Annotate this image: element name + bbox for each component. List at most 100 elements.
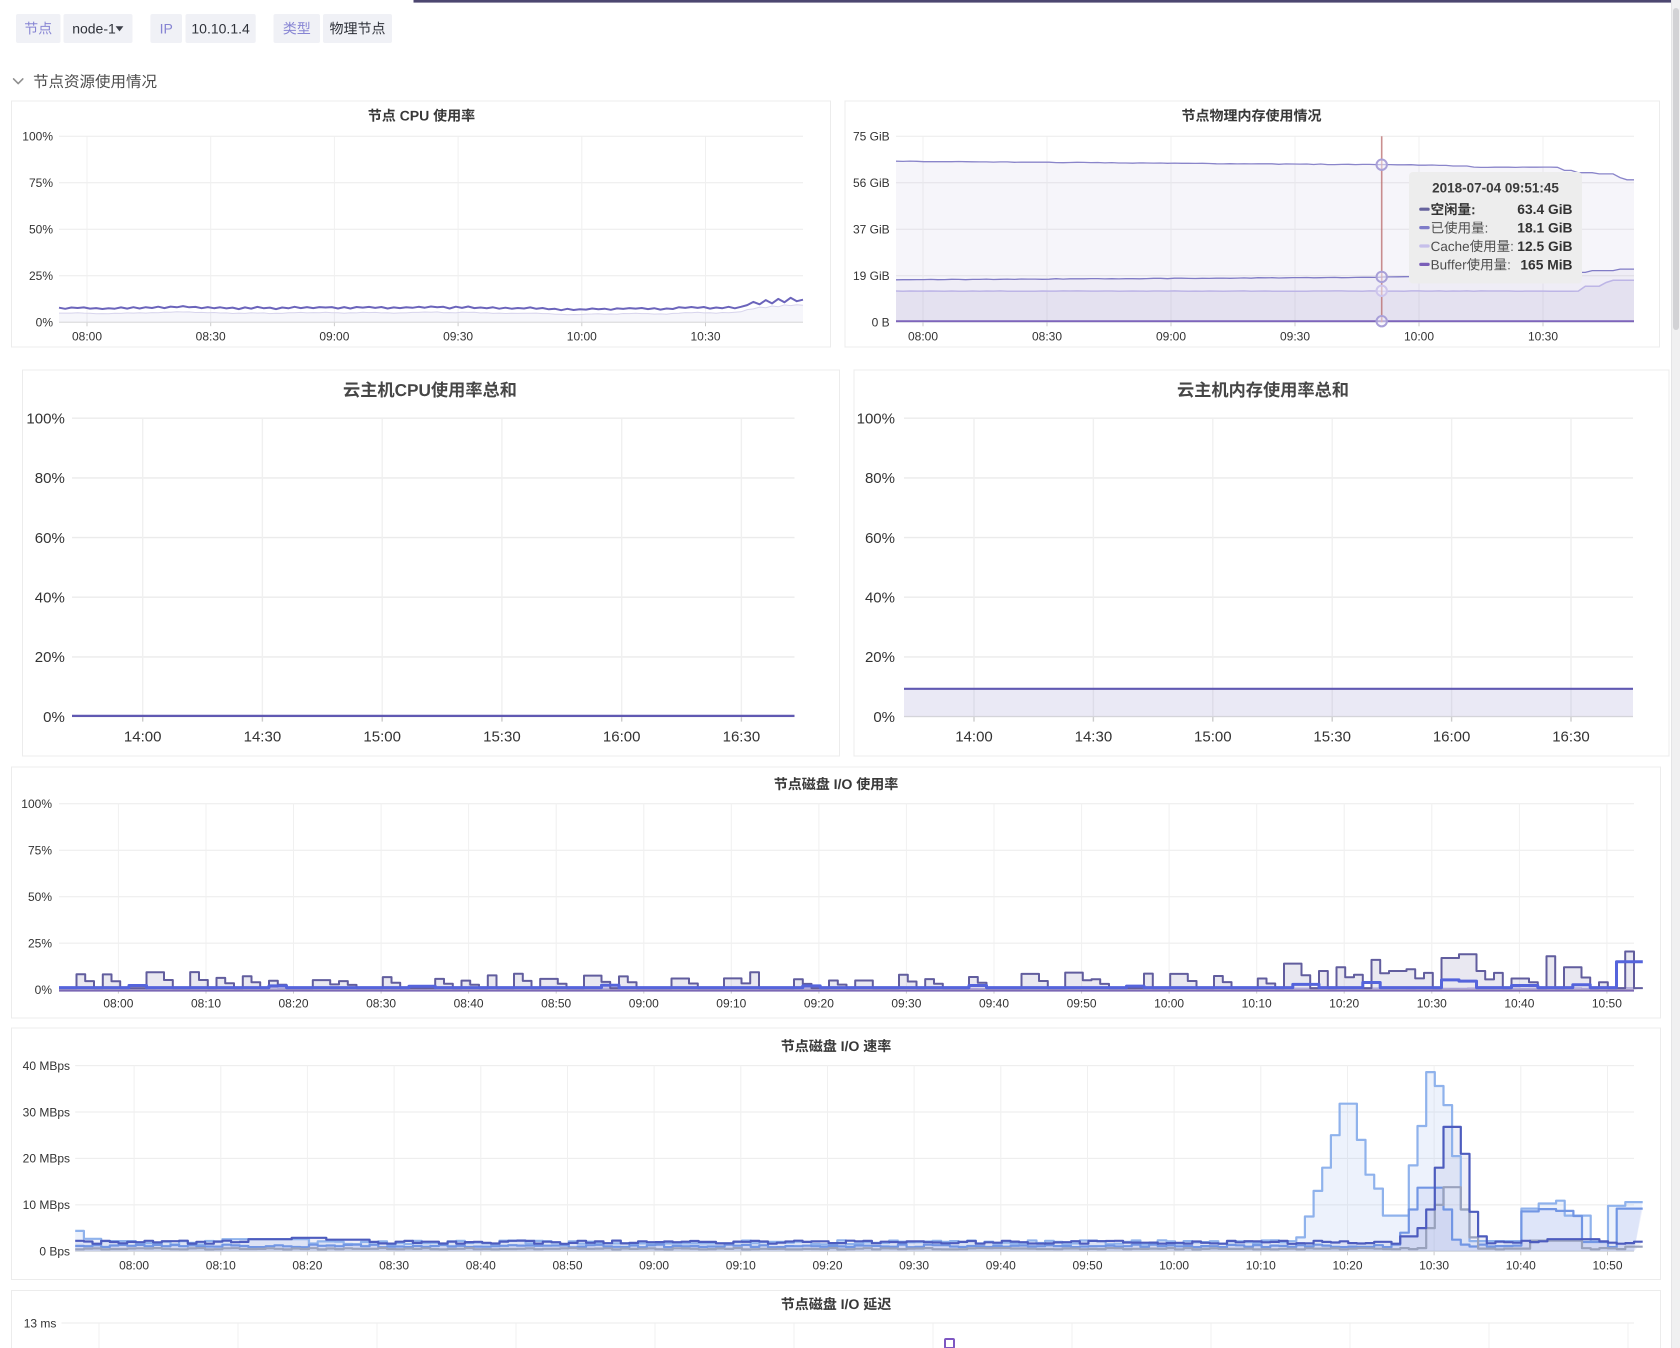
svg-text:0%: 0% <box>35 983 53 997</box>
svg-text:14:30: 14:30 <box>244 729 282 746</box>
svg-text:08:50: 08:50 <box>541 997 571 1011</box>
svg-text:63.4 GiB: 63.4 GiB <box>1517 202 1572 217</box>
svg-text:18.1 GiB: 18.1 GiB <box>1517 221 1572 236</box>
svg-text:30 MBps: 30 MBps <box>23 1105 70 1119</box>
svg-text:09:00: 09:00 <box>629 997 659 1011</box>
svg-text:16:30: 16:30 <box>723 729 761 746</box>
svg-text:100%: 100% <box>21 797 52 811</box>
svg-text:08:20: 08:20 <box>278 997 308 1011</box>
svg-text:08:20: 08:20 <box>292 1259 322 1273</box>
svg-text:25%: 25% <box>29 269 53 283</box>
svg-text:10:20: 10:20 <box>1329 997 1359 1011</box>
svg-text:10:30: 10:30 <box>690 330 720 344</box>
svg-text:08:30: 08:30 <box>366 997 396 1011</box>
svg-text:60%: 60% <box>865 530 895 547</box>
svg-text:0%: 0% <box>36 316 54 330</box>
svg-text:40 MBps: 40 MBps <box>23 1059 70 1073</box>
svg-text:14:00: 14:00 <box>955 729 993 746</box>
svg-text:12.5 GiB: 12.5 GiB <box>1517 239 1572 254</box>
svg-text:2018-07-04 09:51:45: 2018-07-04 09:51:45 <box>1432 180 1559 195</box>
svg-text:09:50: 09:50 <box>1072 1259 1102 1273</box>
svg-text:15:30: 15:30 <box>483 729 521 746</box>
svg-text:75%: 75% <box>29 176 53 190</box>
svg-text:08:30: 08:30 <box>196 330 226 344</box>
svg-text:10:30: 10:30 <box>1419 1259 1449 1273</box>
svg-text:80%: 80% <box>35 470 65 487</box>
svg-text:09:30: 09:30 <box>899 1259 929 1273</box>
svg-text:14:30: 14:30 <box>1075 729 1113 746</box>
svg-text:08:10: 08:10 <box>206 1259 236 1273</box>
svg-text:40%: 40% <box>35 590 65 607</box>
svg-text:15:30: 15:30 <box>1313 729 1351 746</box>
svg-text:19 GiB: 19 GiB <box>853 269 890 283</box>
svg-text:09:00: 09:00 <box>1156 330 1186 344</box>
svg-text:10:50: 10:50 <box>1592 997 1622 1011</box>
svg-text:10:00: 10:00 <box>567 330 597 344</box>
svg-text:08:50: 08:50 <box>552 1259 582 1273</box>
svg-text:60%: 60% <box>35 530 65 547</box>
svg-text:08:00: 08:00 <box>908 330 938 344</box>
svg-text:10:00: 10:00 <box>1404 330 1434 344</box>
svg-text:09:10: 09:10 <box>726 1259 756 1273</box>
svg-text:10:50: 10:50 <box>1592 1259 1622 1273</box>
svg-text:75%: 75% <box>28 844 52 858</box>
svg-text:0%: 0% <box>873 709 895 726</box>
svg-text:80%: 80% <box>865 470 895 487</box>
svg-text:09:30: 09:30 <box>891 997 921 1011</box>
svg-text:20%: 20% <box>865 649 895 666</box>
svg-text:09:30: 09:30 <box>1280 330 1310 344</box>
svg-text:09:30: 09:30 <box>443 330 473 344</box>
svg-text:14:00: 14:00 <box>124 729 162 746</box>
svg-text:100%: 100% <box>857 411 895 428</box>
svg-text:10:40: 10:40 <box>1504 997 1534 1011</box>
svg-text:15:00: 15:00 <box>363 729 401 746</box>
svg-text:16:00: 16:00 <box>1433 729 1471 746</box>
svg-text:08:40: 08:40 <box>454 997 484 1011</box>
svg-text:10:00: 10:00 <box>1154 997 1184 1011</box>
svg-text:10.10.1.4: 10.10.1.4 <box>191 20 250 36</box>
svg-text:10:30: 10:30 <box>1528 330 1558 344</box>
svg-text:08:30: 08:30 <box>379 1259 409 1273</box>
svg-text:100%: 100% <box>22 130 53 144</box>
svg-text:08:00: 08:00 <box>119 1259 149 1273</box>
svg-text:15:00: 15:00 <box>1194 729 1232 746</box>
svg-text:0 Bps: 0 Bps <box>39 1245 70 1259</box>
svg-text:37 GiB: 37 GiB <box>853 223 890 237</box>
svg-text:09:10: 09:10 <box>716 997 746 1011</box>
svg-text:09:50: 09:50 <box>1067 997 1097 1011</box>
svg-text:10:30: 10:30 <box>1417 997 1447 1011</box>
svg-text:10 MBps: 10 MBps <box>23 1198 70 1212</box>
svg-text:10:00: 10:00 <box>1159 1259 1189 1273</box>
svg-text:09:40: 09:40 <box>986 1259 1016 1273</box>
svg-text:13 ms: 13 ms <box>24 1316 57 1330</box>
svg-text:08:00: 08:00 <box>72 330 102 344</box>
svg-text:50%: 50% <box>28 890 52 904</box>
svg-text:0 B: 0 B <box>872 316 890 330</box>
svg-text:10:20: 10:20 <box>1332 1259 1362 1273</box>
svg-text:10:10: 10:10 <box>1246 1259 1276 1273</box>
svg-text:09:20: 09:20 <box>812 1259 842 1273</box>
svg-text:25%: 25% <box>28 936 52 950</box>
svg-text:56 GiB: 56 GiB <box>853 176 890 190</box>
svg-text:16:30: 16:30 <box>1552 729 1590 746</box>
svg-text:100%: 100% <box>26 411 64 428</box>
svg-text:165 MiB: 165 MiB <box>1520 257 1572 272</box>
svg-text:08:10: 08:10 <box>191 997 221 1011</box>
svg-text:50%: 50% <box>29 223 53 237</box>
svg-text:10:10: 10:10 <box>1242 997 1272 1011</box>
svg-text:20 MBps: 20 MBps <box>23 1152 70 1166</box>
svg-text:20%: 20% <box>35 649 65 666</box>
svg-text:node-1: node-1 <box>72 20 116 36</box>
svg-text:09:40: 09:40 <box>979 997 1009 1011</box>
svg-text:09:00: 09:00 <box>639 1259 669 1273</box>
svg-text:10:40: 10:40 <box>1506 1259 1536 1273</box>
svg-text:IP: IP <box>160 20 173 36</box>
svg-text:0%: 0% <box>43 709 65 726</box>
svg-text:09:20: 09:20 <box>804 997 834 1011</box>
svg-text:08:30: 08:30 <box>1032 330 1062 344</box>
svg-text:08:40: 08:40 <box>466 1259 496 1273</box>
svg-text:40%: 40% <box>865 590 895 607</box>
svg-text:09:00: 09:00 <box>319 330 349 344</box>
svg-text:16:00: 16:00 <box>603 729 641 746</box>
svg-text:75 GiB: 75 GiB <box>853 130 890 144</box>
